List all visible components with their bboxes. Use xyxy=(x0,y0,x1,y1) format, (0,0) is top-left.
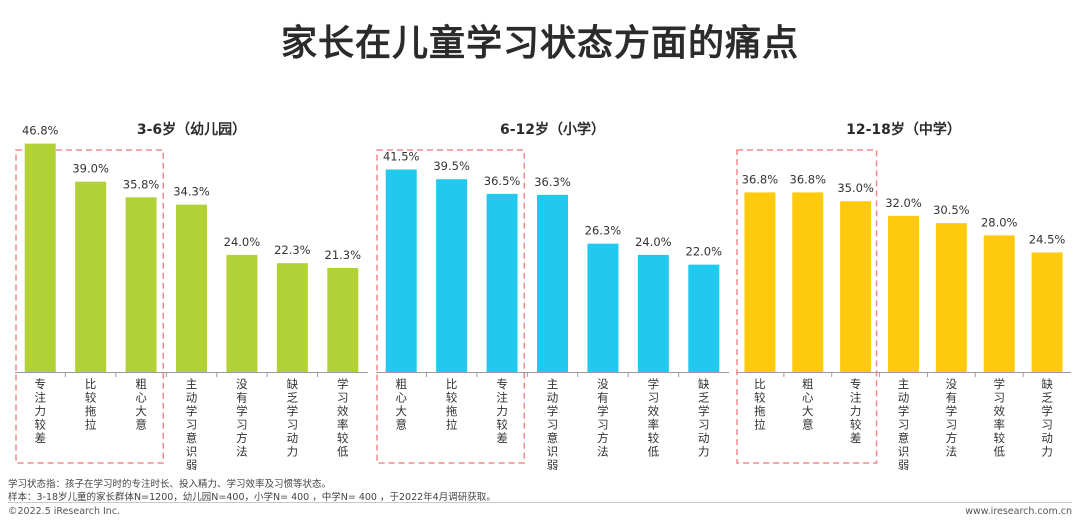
notes-sample: 样本：3-18岁儿童的家长群体N=1200，幼儿园N=400，小学N= 400 … xyxy=(8,492,496,503)
chart-1-bar-4 xyxy=(587,243,619,372)
chart-2-category-label-1: 粗心大意 xyxy=(802,377,814,432)
chart-2-value-label-3: 32.0% xyxy=(885,196,922,210)
chart-1-category-label-2: 专注力较差 xyxy=(496,377,508,445)
chart-2-title: 12-18岁（中学） xyxy=(846,121,961,138)
chart-1-title: 6-12岁（小学） xyxy=(500,121,605,138)
chart-0-category-label-5: 缺乏学习动力 xyxy=(287,377,299,459)
chart-2-category-label-5: 学习效率较低 xyxy=(993,377,1005,459)
chart-0-value-label-4: 24.0% xyxy=(224,235,261,249)
chart-0-value-label-3: 34.3% xyxy=(173,185,210,199)
chart-1-category-label-5: 学习效率较低 xyxy=(648,377,660,459)
chart-0-bar-2 xyxy=(125,197,157,372)
chart-0-category-label-2: 粗心大意 xyxy=(135,377,147,432)
chart-0-title: 3-6岁（幼儿园） xyxy=(137,121,246,138)
chart-2-bar-2 xyxy=(840,201,872,372)
chart-0-bar-0 xyxy=(24,143,56,372)
chart-0-category-label-4: 没有学习方法 xyxy=(236,377,248,459)
chart-0-category-label-3: 主动学习意识弱 xyxy=(186,377,198,470)
chart-2-bar-5 xyxy=(983,235,1015,372)
chart-1-category-label-1: 比较拖拉 xyxy=(446,377,458,432)
chart-2-value-label-1: 36.8% xyxy=(790,172,827,186)
chart-2-category-label-6: 缺乏学习动力 xyxy=(1041,377,1053,459)
chart-0-value-label-1: 39.0% xyxy=(72,162,109,176)
chart-2-highlight-box xyxy=(736,149,878,464)
chart-1-value-label-5: 24.0% xyxy=(635,235,672,249)
chart-1-bar-5 xyxy=(637,254,669,372)
chart-1-category-label-0: 粗心大意 xyxy=(395,377,407,432)
chart-0-bar-6 xyxy=(327,268,359,372)
chart-2-bar-3 xyxy=(888,215,919,372)
chart-2-value-label-6: 24.5% xyxy=(1029,232,1066,246)
chart-2-category-label-3: 主动学习意识弱 xyxy=(898,377,910,470)
chart-1-value-label-4: 26.3% xyxy=(585,224,622,238)
chart-1-category-label-3: 主动学习意识弱 xyxy=(547,377,559,470)
page-title: 家长在儿童学习状态方面的痛点 xyxy=(280,23,799,64)
chart-0-value-label-2: 35.8% xyxy=(123,177,160,191)
chart-2-bar-1 xyxy=(792,192,824,372)
notes-definition: 学习状态指：孩子在学习时的专注时长、投入精力、学习效率及习惯等状态。 xyxy=(8,479,332,490)
chart-1-bar-2 xyxy=(486,193,518,372)
chart-2-bar-6 xyxy=(1031,252,1063,372)
chart-1-highlight-box xyxy=(376,149,526,464)
chart-1-bar-0 xyxy=(385,169,417,372)
chart-2-value-label-2: 35.0% xyxy=(837,181,874,195)
notes: 学习状态指：孩子在学习时的专注时长、投入精力、学习效率及习惯等状态。 样本：3-… xyxy=(8,478,496,504)
chart-2-category-label-4: 没有学习方法 xyxy=(946,377,958,459)
footer-divider xyxy=(8,502,1072,503)
chart-2-category-label-2: 专注力较差 xyxy=(850,377,862,445)
chart-1-bar-3 xyxy=(537,194,568,372)
chart-1-category-label-6: 缺乏学习动力 xyxy=(698,377,710,459)
chart-1-value-label-6: 22.0% xyxy=(686,245,723,259)
website: www.iresearch.com.cn xyxy=(965,506,1072,517)
chart-0-value-label-0: 46.8% xyxy=(22,124,59,138)
chart-1-bar-1 xyxy=(436,179,468,372)
chart-0-highlight-box xyxy=(15,149,165,464)
chart-2-value-label-4: 30.5% xyxy=(933,203,970,217)
chart-0-bar-1 xyxy=(75,181,107,372)
chart-1-value-label-3: 36.3% xyxy=(534,175,571,189)
chart-1-category-label-4: 没有学习方法 xyxy=(597,377,609,459)
chart-0-category-label-6: 学习效率较低 xyxy=(337,377,349,459)
chart-2-bar-4 xyxy=(935,223,967,372)
chart-0-bar-4 xyxy=(226,254,258,372)
chart-1-bar-6 xyxy=(688,264,720,372)
copyright: ©2022.5 iResearch Inc. xyxy=(8,506,121,517)
chart-1-value-label-1: 39.5% xyxy=(433,159,470,173)
chart-1-value-label-0: 41.5% xyxy=(383,149,420,163)
chart-2-value-label-0: 36.8% xyxy=(742,172,779,186)
chart-0-bar-5 xyxy=(276,263,308,372)
chart-2-bar-0 xyxy=(744,192,776,372)
chart-0-bar-3 xyxy=(176,204,207,372)
chart-0-value-label-5: 22.3% xyxy=(274,243,311,257)
chart-0-category-label-1: 比较拖拉 xyxy=(85,377,97,432)
charts-area: 3-6岁（幼儿园） 46.8% 专注力较差 39.0% 比较拖拉 35.8% 粗心大意 34.… xyxy=(15,121,1071,470)
chart-1-value-label-2: 36.5% xyxy=(484,174,521,188)
chart-0-value-label-6: 21.3% xyxy=(325,248,362,262)
chart-2-category-label-0: 比较拖拉 xyxy=(754,377,766,432)
chart-0-category-label-0: 专注力较差 xyxy=(34,377,46,445)
chart-2-value-label-5: 28.0% xyxy=(981,215,1018,229)
